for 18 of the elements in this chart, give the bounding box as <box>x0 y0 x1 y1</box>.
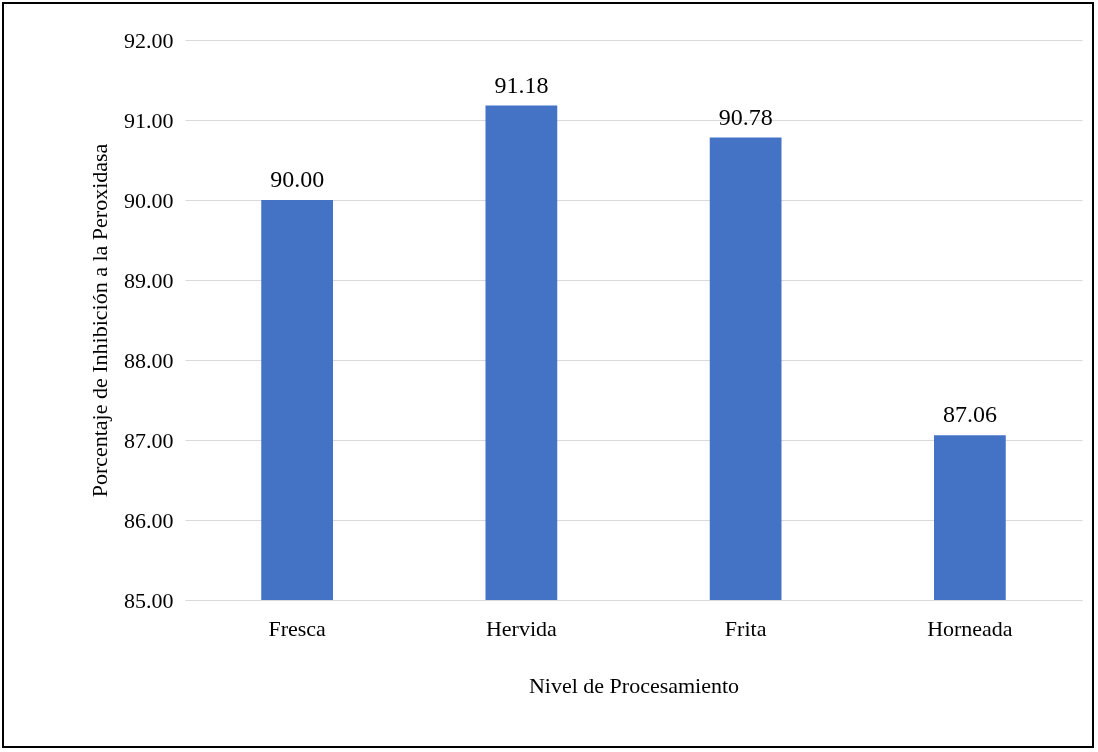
y-tick-label: 88.00 <box>124 347 174 373</box>
data-label: 91.18 <box>494 71 549 98</box>
y-tick-label: 85.00 <box>124 587 174 613</box>
data-label: 90.00 <box>270 166 325 192</box>
y-tick-label: 92.00 <box>124 27 174 53</box>
y-tick-label: 90.00 <box>124 187 174 213</box>
x-tick-label: Frita <box>724 615 767 641</box>
y-tick-label: 89.00 <box>124 267 174 293</box>
x-tick-label: Fresca <box>268 615 327 641</box>
data-label: 90.78 <box>718 103 773 130</box>
y-tick-label: 91.00 <box>124 107 174 133</box>
x-tick-label: Horneada <box>927 615 1013 641</box>
y-tick-label: 86.00 <box>124 507 174 533</box>
y-axis-title: Porcentaje de Inhibición a la Peroxidasa <box>87 143 112 498</box>
data-label: 87.06 <box>942 401 997 428</box>
x-axis-title: Nivel de Procesamiento <box>528 672 740 698</box>
x-tick-label: Hervida <box>485 615 558 641</box>
y-tick-label: 87.00 <box>124 427 174 453</box>
